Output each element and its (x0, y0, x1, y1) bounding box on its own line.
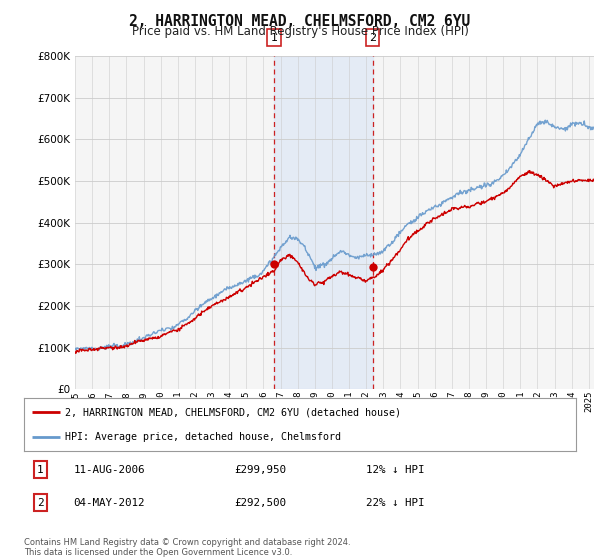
Text: Contains HM Land Registry data © Crown copyright and database right 2024.
This d: Contains HM Land Registry data © Crown c… (24, 538, 350, 557)
Text: 2, HARRINGTON MEAD, CHELMSFORD, CM2 6YU (detached house): 2, HARRINGTON MEAD, CHELMSFORD, CM2 6YU … (65, 408, 401, 418)
Text: 1: 1 (271, 32, 278, 43)
Text: 2: 2 (37, 498, 44, 507)
Bar (274, 56, 373, 389)
Text: 1: 1 (37, 465, 44, 475)
Text: 2: 2 (369, 32, 376, 43)
Text: HPI: Average price, detached house, Chelmsford: HPI: Average price, detached house, Chel… (65, 432, 341, 442)
Text: 04-MAY-2012: 04-MAY-2012 (74, 498, 145, 507)
Text: 2, HARRINGTON MEAD, CHELMSFORD, CM2 6YU: 2, HARRINGTON MEAD, CHELMSFORD, CM2 6YU (130, 14, 470, 29)
Text: 12% ↓ HPI: 12% ↓ HPI (366, 465, 425, 475)
Text: 22% ↓ HPI: 22% ↓ HPI (366, 498, 425, 507)
Text: £299,950: £299,950 (234, 465, 286, 475)
Text: Price paid vs. HM Land Registry's House Price Index (HPI): Price paid vs. HM Land Registry's House … (131, 25, 469, 38)
Text: £292,500: £292,500 (234, 498, 286, 507)
Text: 11-AUG-2006: 11-AUG-2006 (74, 465, 145, 475)
